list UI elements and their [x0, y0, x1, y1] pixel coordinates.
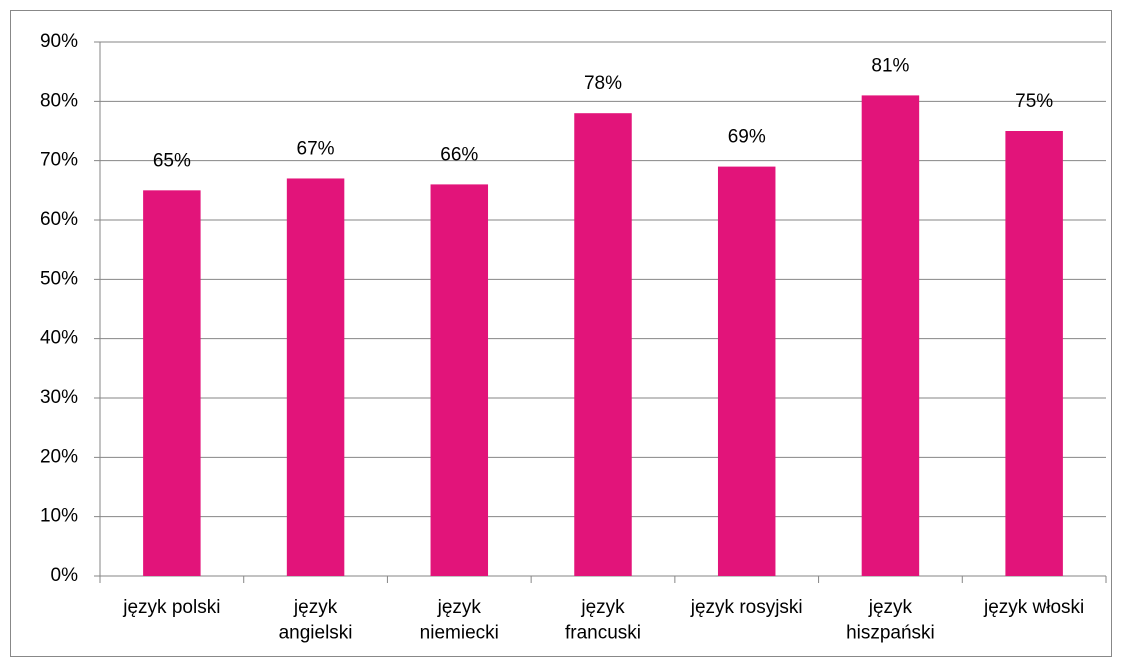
x-tick-label: język rosyjski: [690, 597, 803, 618]
bar: [1005, 131, 1063, 576]
x-tick-label: język francuski: [565, 597, 641, 644]
data-label: 75%: [1015, 91, 1053, 112]
x-tick-label: język włoski: [983, 597, 1084, 618]
bar: [143, 190, 201, 577]
y-tick-label: 90%: [40, 31, 78, 52]
x-tick-label: język angielski: [279, 597, 353, 644]
data-label: 66%: [440, 144, 478, 165]
y-tick-label: 40%: [40, 328, 78, 349]
y-tick-label: 80%: [40, 90, 78, 111]
bar: [286, 178, 345, 576]
y-tick-label: 70%: [40, 150, 78, 171]
y-tick-label: 0%: [51, 565, 79, 586]
y-tick-label: 20%: [40, 446, 78, 467]
bar: [574, 113, 632, 576]
y-tick-label: 10%: [40, 506, 78, 527]
data-label: 81%: [871, 55, 909, 76]
x-tick-label: język hiszpański: [846, 597, 935, 644]
bar: [861, 95, 920, 577]
bar: [717, 166, 776, 576]
data-label: 67%: [297, 138, 335, 159]
y-tick-label: 50%: [40, 268, 78, 289]
x-tick-label: język niemiecki: [420, 597, 499, 644]
data-label: 69%: [728, 127, 766, 148]
bar: [430, 184, 489, 576]
x-tick-label: język polski: [122, 597, 220, 618]
data-label: 65%: [153, 150, 191, 171]
data-label: 78%: [584, 73, 622, 94]
y-tick-label: 60%: [40, 209, 78, 230]
y-tick-label: 30%: [40, 387, 78, 408]
